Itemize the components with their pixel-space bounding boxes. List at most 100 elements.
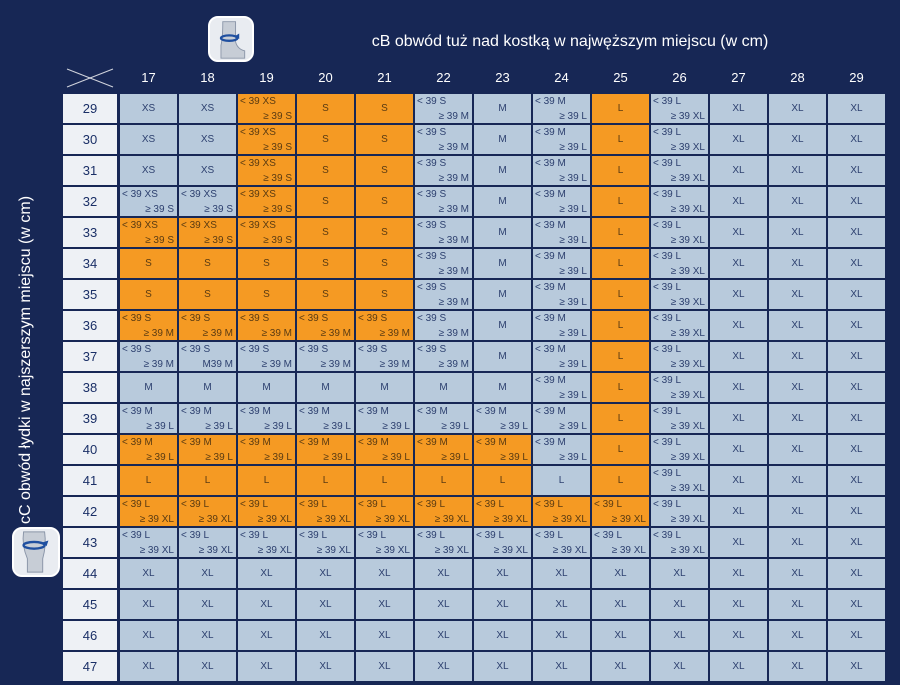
size-value-upper: ≥ 39 XL [670, 514, 705, 525]
size-cell: XL [238, 559, 295, 588]
size-value: L [617, 382, 624, 393]
size-value: M [203, 382, 212, 393]
size-cell: XL [710, 528, 767, 557]
size-cell: L [592, 156, 649, 185]
size-value-upper: ≥ 39 L [559, 359, 587, 370]
size-cell: XL [769, 156, 826, 185]
size-value: XL [850, 196, 863, 207]
size-value: XL [732, 630, 745, 641]
size-value-lower: < 39 M [535, 220, 566, 231]
size-cell: S [356, 280, 413, 309]
size-value-upper: ≥ 39 L [559, 173, 587, 184]
size-value-upper: ≥ 39 L [205, 452, 233, 463]
size-cell: L [592, 373, 649, 402]
size-value-lower: < 39 L [653, 344, 682, 355]
size-value-lower: < 39 S [358, 313, 388, 324]
size-value: XL [791, 196, 804, 207]
size-value: XL [732, 196, 745, 207]
size-value: XL [850, 568, 863, 579]
size-cell: S [297, 280, 354, 309]
size-value-lower: < 39 M [299, 437, 330, 448]
size-value: S [381, 258, 388, 269]
size-value: M [498, 258, 507, 269]
size-cell: XS [120, 156, 177, 185]
size-value: S [263, 258, 270, 269]
size-cell: S [356, 218, 413, 247]
size-cell: XL [474, 652, 531, 681]
size-value: XL [555, 599, 568, 610]
size-cell: L [179, 466, 236, 495]
size-value: M [498, 134, 507, 145]
size-value-upper: ≥ 39 XL [670, 173, 705, 184]
size-value: XL [260, 568, 273, 579]
size-value: XL [319, 599, 332, 610]
column-header: 28 [790, 70, 805, 85]
size-value-lower: < 39 M [535, 375, 566, 386]
size-cell: L [592, 125, 649, 154]
size-value-upper: ≥ 39 L [559, 452, 587, 463]
size-value: XL [437, 568, 450, 579]
size-value-upper: ≥ 39 L [559, 204, 587, 215]
size-cell: < 39 L ≥ 39 XL [651, 218, 708, 247]
size-cell: XL [828, 125, 885, 154]
size-value-upper: ≥ 39 L [559, 142, 587, 153]
size-value-lower: < 39 M [122, 406, 153, 417]
size-value-upper: ≥ 39 S [263, 173, 292, 184]
size-cell: XL [297, 621, 354, 650]
size-value-upper: ≥ 39 M [438, 359, 470, 370]
size-cell: XL [297, 590, 354, 619]
size-value: XL [791, 475, 804, 486]
size-cell: XL [179, 590, 236, 619]
column-header: 27 [731, 70, 746, 85]
size-value: XL [496, 630, 509, 641]
size-cell: M [474, 94, 531, 123]
size-value: M [498, 289, 507, 300]
size-cell: < 39 L ≥ 39 XL [651, 404, 708, 433]
size-value: M [498, 103, 507, 114]
size-cell: M [474, 187, 531, 216]
calf-measure-icon [12, 527, 60, 577]
size-value-lower: < 39 L [653, 406, 682, 417]
size-value: S [381, 103, 388, 114]
size-cell: S [238, 280, 295, 309]
size-cell: XL [828, 621, 885, 650]
size-cell: XL [769, 94, 826, 123]
size-value: XL [791, 103, 804, 114]
size-value-lower: < 39 S [417, 158, 447, 169]
size-cell: L [592, 187, 649, 216]
size-value: L [145, 475, 152, 486]
size-cell: < 39 XS ≥ 39 S [238, 156, 295, 185]
size-value-upper: ≥ 39 XL [670, 483, 705, 494]
size-cell: < 39 L ≥ 39 XL [592, 528, 649, 557]
size-cell: < 39 L ≥ 39 XL [238, 528, 295, 557]
size-cell: < 39 L ≥ 39 XL [356, 497, 413, 526]
size-value-lower: < 39 M [299, 406, 330, 417]
size-cell: XL [238, 652, 295, 681]
size-value: L [617, 289, 624, 300]
row-header: 36 [63, 311, 117, 340]
size-cell: XL [710, 311, 767, 340]
size-cell: < 39 M ≥ 39 L [120, 435, 177, 464]
size-value-lower: < 39 M [358, 406, 389, 417]
size-value-upper: ≥ 39 XL [198, 545, 233, 556]
size-value: XL [496, 599, 509, 610]
size-cell: < 39 L ≥ 39 XL [297, 497, 354, 526]
size-cell: < 39 L ≥ 39 XL [592, 497, 649, 526]
size-value: XL [791, 599, 804, 610]
size-value: XL [732, 134, 745, 145]
size-value-lower: < 39 M [535, 344, 566, 355]
size-cell: S [238, 249, 295, 278]
size-cell: XL [828, 280, 885, 309]
size-value-upper: ≥ 39 M [379, 328, 411, 339]
size-value: M [498, 351, 507, 362]
size-value-upper: ≥ 39 L [559, 111, 587, 122]
column-header: 24 [554, 70, 569, 85]
size-value-lower: < 39 M [535, 437, 566, 448]
size-cell: XL [179, 621, 236, 650]
size-value: XL [850, 165, 863, 176]
size-cell: < 39 L ≥ 39 XL [651, 94, 708, 123]
size-value-upper: ≥ 39 L [559, 235, 587, 246]
size-value-upper: ≥ 39 L [323, 421, 351, 432]
size-value-lower: < 39 S [122, 313, 152, 324]
size-cell: XL [828, 311, 885, 340]
